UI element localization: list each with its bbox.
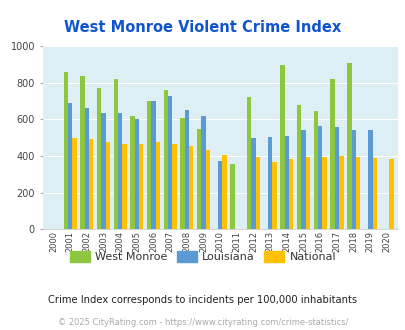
Bar [139,144,143,229]
Bar [101,113,105,229]
Bar [296,105,301,229]
Bar [247,97,251,229]
Text: West Monroe Violent Crime Index: West Monroe Violent Crime Index [64,20,341,35]
Text: Crime Index corresponds to incidents per 100,000 inhabitants: Crime Index corresponds to incidents per… [48,295,357,305]
Bar [151,101,156,229]
Bar [217,161,222,229]
Bar [113,79,118,229]
Bar [118,113,122,229]
Bar [89,139,93,229]
Bar [355,157,359,229]
Bar [230,164,234,229]
Text: © 2025 CityRating.com - https://www.cityrating.com/crime-statistics/: © 2025 CityRating.com - https://www.city… [58,318,347,327]
Bar [147,101,151,229]
Bar [134,118,139,229]
Bar [172,144,176,229]
Bar [288,159,293,229]
Bar [251,138,255,229]
Bar [156,142,160,229]
Bar [351,130,355,229]
Bar [180,117,184,229]
Bar [372,158,376,229]
Bar [163,90,168,229]
Bar [72,138,77,229]
Bar [322,157,326,229]
Bar [68,103,72,229]
Bar [318,126,322,229]
Bar [80,76,85,229]
Bar [130,116,134,229]
Bar [367,130,372,229]
Bar [280,65,284,229]
Bar [201,116,205,229]
Bar [105,142,110,229]
Bar [334,127,338,229]
Bar [222,155,226,229]
Bar [388,159,392,229]
Bar [330,79,334,229]
Bar [255,157,260,229]
Bar [267,137,272,229]
Legend: West Monroe, Louisiana, National: West Monroe, Louisiana, National [65,247,340,267]
Bar [346,63,351,229]
Bar [122,144,126,229]
Bar [184,110,189,229]
Bar [284,136,288,229]
Bar [305,157,309,229]
Bar [64,72,68,229]
Bar [272,162,276,229]
Bar [168,96,172,229]
Bar [338,156,343,229]
Bar [85,109,89,229]
Bar [189,146,193,229]
Bar [205,150,209,229]
Bar [196,129,201,229]
Bar [97,88,101,229]
Bar [313,111,318,229]
Bar [301,130,305,229]
